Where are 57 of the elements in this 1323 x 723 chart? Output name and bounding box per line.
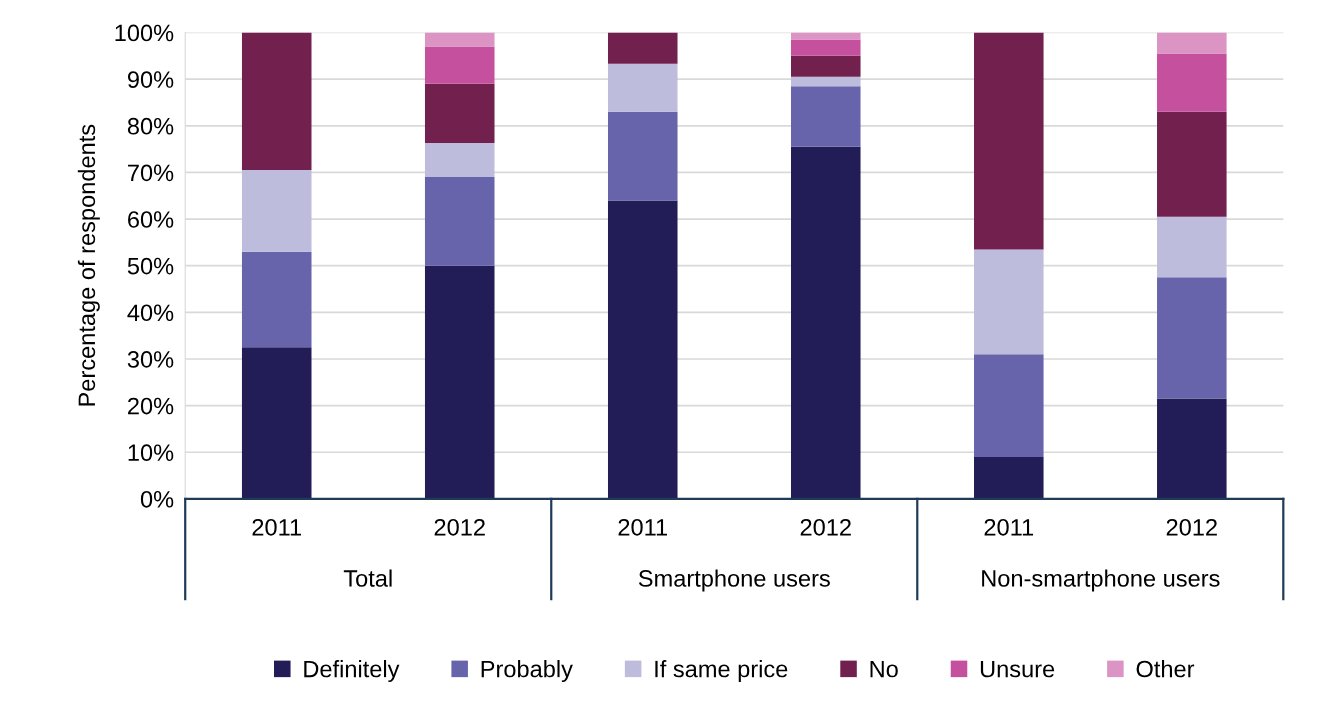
bar <box>424 265 495 499</box>
bar <box>974 354 1044 457</box>
y-tick-label: 50% <box>127 257 174 275</box>
bar <box>1157 53 1227 112</box>
legend-label: If same price <box>655 660 788 683</box>
bar <box>241 251 312 348</box>
text: Smartphone users <box>638 569 830 592</box>
y-tick-label: 10% <box>128 444 174 462</box>
bar <box>791 146 861 499</box>
y-tick-label: 0% <box>140 490 174 508</box>
bar <box>1157 216 1227 278</box>
bar <box>791 39 861 56</box>
bar <box>1157 111 1227 217</box>
bar <box>241 32 312 171</box>
bar <box>424 177 495 266</box>
bar <box>424 46 495 84</box>
text: Total <box>343 569 392 587</box>
legend-label: No <box>870 660 898 678</box>
y-tick-label: 70% <box>128 164 174 182</box>
x-tick-label: 2012 <box>800 518 851 536</box>
bar <box>1157 32 1227 54</box>
bar <box>607 63 678 112</box>
legend-label: Definitely <box>304 660 400 683</box>
bar <box>424 143 495 178</box>
text: Non-smartphone users <box>982 569 1220 592</box>
bar <box>791 86 861 147</box>
bar <box>1157 277 1227 399</box>
y-tick-label: 20% <box>128 397 174 415</box>
bar <box>607 111 678 201</box>
bar <box>424 32 495 47</box>
bar <box>241 170 312 252</box>
bar <box>791 55 861 77</box>
bar <box>791 32 861 40</box>
bar <box>974 32 1044 250</box>
y-tick-label: 80% <box>127 117 174 135</box>
y-axis-title: Percentage of respondents <box>77 124 100 406</box>
bar <box>791 76 861 87</box>
y-tick-label: 100% <box>115 24 174 42</box>
bar <box>607 200 678 499</box>
bar <box>241 347 312 499</box>
legend-label: Other <box>1136 660 1195 678</box>
bar <box>607 32 678 64</box>
y-tick-label: 60% <box>128 211 174 228</box>
bar <box>974 249 1044 355</box>
legend-label: Unsure <box>980 660 1055 678</box>
x-tick-label: 2011 <box>984 518 1034 536</box>
x-tick-label: 2012 <box>434 518 485 536</box>
bar <box>974 456 1044 499</box>
legend-label: Probably <box>481 660 573 683</box>
x-tick-label: 2012 <box>1166 518 1217 536</box>
y-tick-label: 30% <box>127 351 174 368</box>
bar <box>424 83 495 144</box>
y-tick-label: 40% <box>127 304 174 322</box>
x-tick-label: 2011 <box>618 518 667 536</box>
y-tick-label: 90% <box>127 71 174 88</box>
bar <box>1157 398 1227 499</box>
x-tick-label: 2011 <box>252 518 301 536</box>
